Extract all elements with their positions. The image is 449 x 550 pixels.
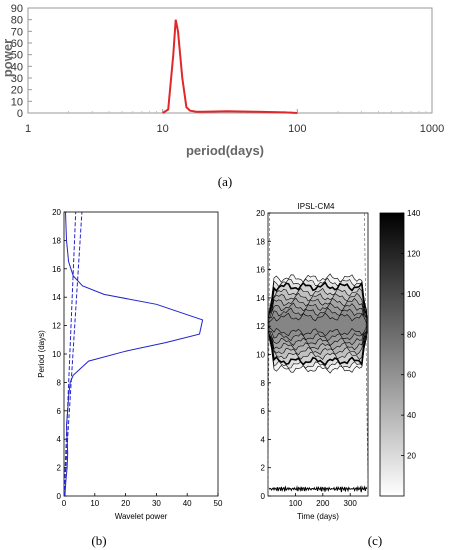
contour-band [268,312,367,337]
x-tick-label-b: 40 [183,499,192,508]
y-tick-label-c: 4 [261,435,266,444]
significance-line-b [63,211,83,497]
y-tick-label-b: 6 [57,407,62,416]
y-tick-label-b: 16 [52,265,61,274]
x-ticks-a: 1 10 100 1000 [25,109,444,135]
series-lines-b [63,211,204,497]
x-tick-label-b: 30 [152,499,161,508]
y-tick-label-b: 2 [57,464,62,473]
colorbar-tick-label: 60 [407,371,416,380]
colorbar [379,212,405,497]
y-tick-label-a: 0 [17,108,23,120]
y-tick-label-b: 14 [52,293,61,302]
y-tick-label-b: 18 [52,236,61,245]
panel-label-a: (a) [218,174,232,189]
colorbar-tick-label: 40 [407,411,416,420]
y-tick-label-a: 80 [11,15,23,27]
y-tick-label-c: 6 [261,407,266,416]
x-tick-label-a: 10 [157,123,169,135]
y-tick-label-b: 8 [57,378,62,387]
y-tick-label-a: 40 [11,61,23,73]
series-line-a [162,19,298,114]
xlabel-b: Wavelet power [115,512,168,521]
x-tick-label-a: 100 [288,123,306,135]
colorbar-ticks: 20 40 60 80 100 120 140 [401,209,421,461]
title-c: IPSL-CM4 [298,202,335,211]
y-tick-label-a: 10 [11,96,23,108]
x-tick-label-c: 300 [344,499,358,508]
y-tick-label-c: 18 [256,237,265,246]
y-tick-label-c: 12 [256,322,265,331]
y-ticks-c: 0 2 4 6 8 10 12 14 16 18 20 [256,209,271,501]
plot-area-a [27,7,433,114]
y-tick-label-a: 20 [11,85,23,97]
y-tick-label-c: 10 [256,351,265,360]
y-tick-label-b: 0 [57,492,62,501]
y-tick-label-c: 0 [261,492,266,501]
x-tick-label-b: 0 [62,499,67,508]
coi-right [364,212,369,497]
y-tick-label-b: 20 [52,208,61,217]
plot-area-b [63,211,219,497]
panel-label-b: (b) [91,533,106,548]
x-tick-label-c: 200 [316,499,330,508]
x-tick-label-b: 50 [214,499,223,508]
x-tick-label-a: 1000 [420,123,444,135]
y-tick-label-a: 30 [11,73,23,85]
y-tick-label-c: 16 [256,266,265,275]
y-ticks-b: 0 2 4 6 8 10 12 14 16 18 20 [52,208,67,501]
y-tick-label-b: 4 [57,435,62,444]
x-ticks-c: 100 200 300 [289,493,358,508]
colorbar-tick-label: 80 [407,330,416,339]
y-tick-label-b: 10 [52,350,61,359]
xlabel-a: period(days) [186,143,264,158]
significance-line-b [63,211,77,497]
colorbar-tick-label: 120 [407,249,421,258]
ylabel-a: power [0,39,15,77]
colorbar-tick-label: 100 [407,290,421,299]
chart-b: 0 2 4 6 8 10 12 14 16 18 20 0 10 20 30 40 50 Period (da… [37,208,223,548]
y-tick-label-c: 14 [256,294,265,303]
colorbar-tick-label: 140 [407,209,421,218]
panel-label-c: (c) [368,533,382,548]
y-tick-label-c: 2 [261,464,266,473]
y-tick-label-a: 70 [11,26,23,38]
low-period-noise [268,485,368,493]
y-tick-label-b: 12 [52,322,61,331]
contour-field [268,273,368,374]
xlabel-c: Time (days) [297,512,339,521]
y-tick-label-a: 60 [11,38,23,50]
colorbar-tick-label: 20 [407,452,416,461]
x-tick-label-b: 10 [90,499,99,508]
chart-c: IPSL-CM4 0 2 4 6 8 10 12 14 16 18 20 100 200 300 Tim… [256,202,421,548]
y-tick-label-c: 8 [261,379,266,388]
y-tick-label-c: 20 [256,209,265,218]
x-tick-label-b: 20 [121,499,130,508]
y-tick-label-a: 50 [11,50,23,62]
ylabel-b: Period (days) [37,330,46,378]
y-tick-label-a: 90 [11,3,23,15]
x-tick-label-a: 1 [25,123,31,135]
x-tick-label-c: 100 [289,499,303,508]
